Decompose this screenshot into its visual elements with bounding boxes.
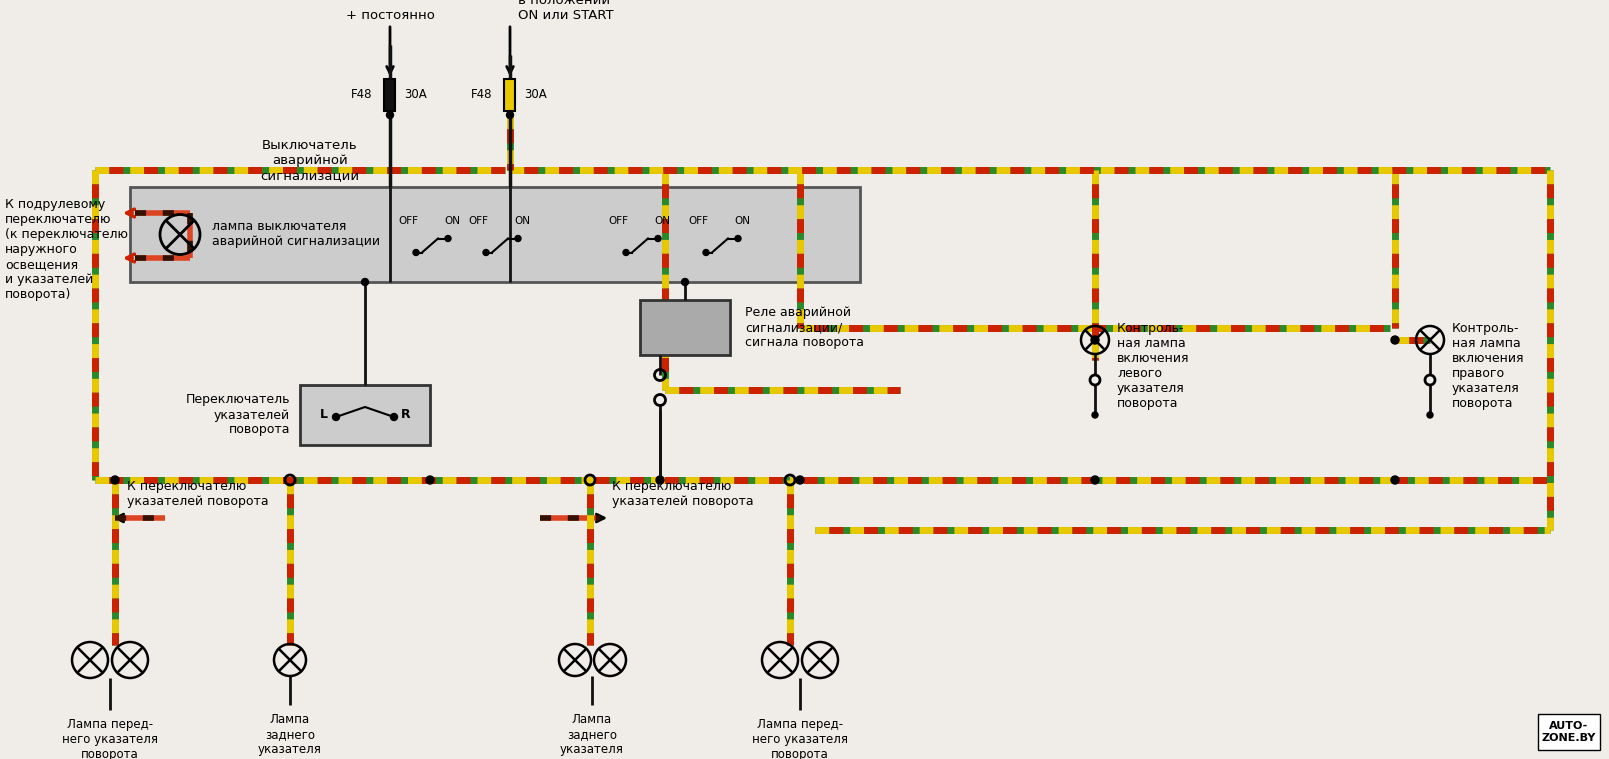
Text: 30A: 30A bbox=[404, 89, 426, 102]
Circle shape bbox=[391, 414, 397, 420]
Circle shape bbox=[656, 476, 665, 484]
Text: L: L bbox=[320, 408, 328, 421]
Circle shape bbox=[507, 112, 513, 118]
Circle shape bbox=[1091, 336, 1099, 344]
Circle shape bbox=[1392, 476, 1398, 484]
Circle shape bbox=[483, 250, 489, 256]
Text: ON: ON bbox=[734, 216, 750, 225]
Text: F48: F48 bbox=[470, 89, 492, 102]
Circle shape bbox=[735, 235, 742, 241]
Text: Лампа перед-
него указателя
поворота
(левая фара)
блок-фара: Лампа перед- него указателя поворота (ле… bbox=[63, 718, 158, 759]
Circle shape bbox=[386, 112, 394, 118]
Circle shape bbox=[1093, 412, 1097, 418]
Circle shape bbox=[1392, 336, 1398, 344]
Text: OFF: OFF bbox=[689, 216, 708, 225]
Text: Лампа перед-
него указателя
поворота
(правая фара
блок-фара): Лампа перед- него указателя поворота (пр… bbox=[751, 718, 848, 759]
Circle shape bbox=[414, 250, 418, 256]
Circle shape bbox=[655, 235, 661, 241]
Text: OFF: OFF bbox=[608, 216, 628, 225]
Bar bbox=[130, 187, 859, 282]
Bar bbox=[385, 79, 396, 111]
Text: Выключатель
аварийной
сигнализации: Выключатель аварийной сигнализации bbox=[261, 139, 359, 182]
Circle shape bbox=[426, 476, 434, 484]
Text: OFF: OFF bbox=[468, 216, 488, 225]
Circle shape bbox=[446, 235, 451, 241]
Text: Реле аварийной
сигнализации/
сигнала поворота: Реле аварийной сигнализации/ сигнала пов… bbox=[745, 306, 864, 349]
Text: + постоянно: + постоянно bbox=[346, 9, 434, 22]
Text: К переключателю
указателей поворота: К переключателю указателей поворота bbox=[611, 480, 753, 508]
Bar bbox=[640, 300, 730, 355]
Circle shape bbox=[515, 235, 521, 241]
Text: К переключателю
указателей поворота: К переключателю указателей поворота bbox=[127, 480, 269, 508]
Circle shape bbox=[623, 250, 629, 256]
Bar bbox=[505, 79, 515, 111]
Text: Лампа
заднего
указателя
поворота
(правый
фонарь): Лампа заднего указателя поворота (правый… bbox=[560, 713, 624, 759]
Circle shape bbox=[333, 414, 339, 420]
Bar bbox=[299, 385, 430, 445]
Text: R: R bbox=[401, 408, 410, 421]
Text: К подрулевому
переключателю
(к переключателю
наружного
освещения
и указателей
по: К подрулевому переключателю (к переключа… bbox=[5, 198, 129, 301]
Circle shape bbox=[111, 476, 119, 484]
Text: 30A: 30A bbox=[525, 89, 547, 102]
Text: OFF: OFF bbox=[397, 216, 418, 225]
Circle shape bbox=[1427, 412, 1434, 418]
Circle shape bbox=[703, 250, 710, 256]
Text: AUTO-
ZONE.BY: AUTO- ZONE.BY bbox=[1541, 721, 1596, 743]
Text: Переключатель
указателей
поворота: Переключатель указателей поворота bbox=[185, 393, 290, 436]
Text: ON: ON bbox=[513, 216, 529, 225]
Text: лампа выключателя
аварийной сигнализации: лампа выключателя аварийной сигнализации bbox=[212, 221, 380, 248]
Circle shape bbox=[682, 279, 689, 285]
Text: Контроль-
ная лампа
включения
правого
указателя
поворота: Контроль- ная лампа включения правого ук… bbox=[1451, 322, 1524, 410]
Circle shape bbox=[362, 279, 368, 285]
Bar bbox=[1538, 714, 1599, 750]
Text: Контроль-
ная лампа
включения
левого
указателя
поворота: Контроль- ная лампа включения левого ука… bbox=[1117, 322, 1189, 410]
Text: F48: F48 bbox=[351, 89, 372, 102]
Text: + ключ зажигания
в положении
ON или START: + ключ зажигания в положении ON или STAR… bbox=[518, 0, 650, 22]
Circle shape bbox=[796, 476, 804, 484]
Text: ON: ON bbox=[653, 216, 669, 225]
Text: Лампа
заднего
указателя
поворота
(левый
фонарь): Лампа заднего указателя поворота (левый … bbox=[257, 713, 322, 759]
Text: ON: ON bbox=[444, 216, 460, 225]
Circle shape bbox=[1091, 476, 1099, 484]
